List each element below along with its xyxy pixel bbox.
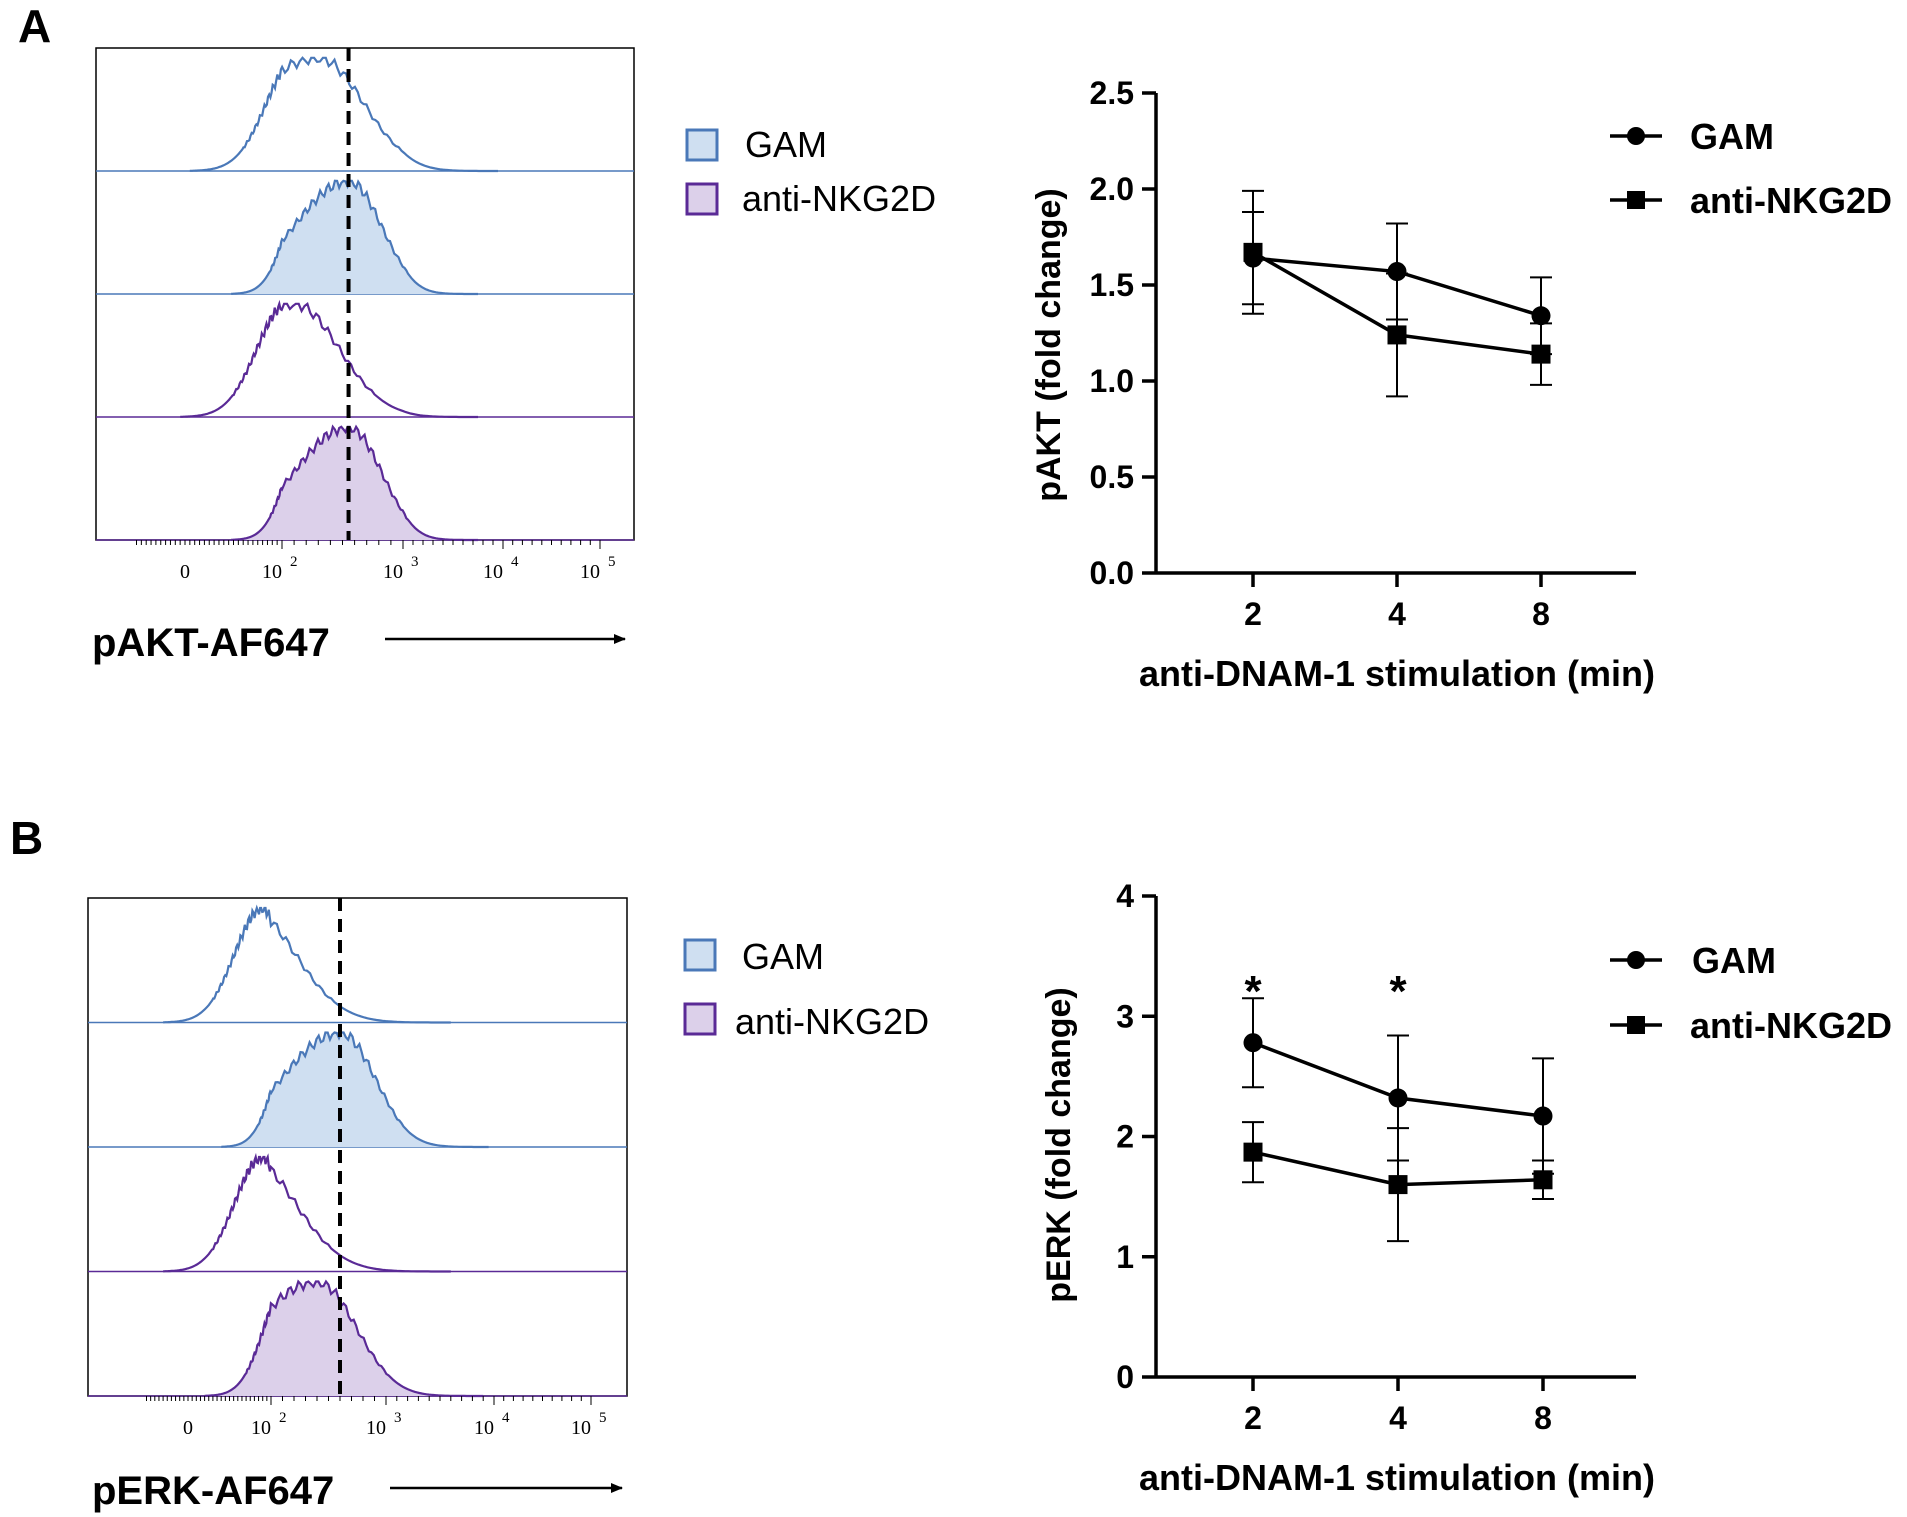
line-chart-b: 0 1 2 3 4 2 4 8 * * — [1116, 878, 1636, 1436]
histogram-a: 0 10 2 10 3 10 4 10 5 — [95, 47, 635, 583]
y-tick-label: 2.5 — [1090, 75, 1134, 111]
line-chart-a-ylabel: pAKT (fold change) — [1030, 188, 1068, 502]
histogram-tick-exponent: 5 — [608, 554, 616, 570]
y-tick-label: 1.0 — [1090, 363, 1134, 399]
histogram-tick-label: 10 — [483, 561, 503, 583]
legend-a-nkg2d-swatch — [685, 182, 719, 216]
histogram-tick-label: 10 — [366, 1417, 386, 1439]
data-point-anti-nkg2d — [1388, 1175, 1408, 1195]
legend-b-gam-label: GAM — [742, 936, 824, 977]
data-point-anti-nkg2d — [1243, 242, 1263, 262]
histogram-tick-label: 10 — [251, 1417, 271, 1439]
line-chart-a: 0.0 0.5 1.0 1.5 2.0 2.5 2 4 8 — [1090, 75, 1636, 632]
data-point-gam — [1531, 306, 1551, 326]
legend-marker-a-nkg2d — [1627, 191, 1645, 209]
y-tick-label: 0.5 — [1090, 459, 1134, 495]
legend-a-gam-swatch — [685, 128, 719, 162]
histogram-tick-exponent: 4 — [502, 1410, 510, 1426]
data-point-anti-nkg2d — [1533, 1170, 1553, 1190]
data-point-anti-nkg2d — [1243, 1142, 1263, 1162]
histogram-tick-label: 10 — [383, 561, 403, 583]
histogram-curve — [189, 56, 498, 173]
histogram-curve — [163, 1152, 451, 1273]
data-point-anti-nkg2d — [1531, 344, 1551, 364]
histogram-tick-label: 10 — [474, 1417, 494, 1439]
data-point-gam — [1388, 1088, 1408, 1108]
panel-a: A 0 10 2 10 3 10 4 10 5 pAKT-AF647 GAM anti-NKG2… — [18, 0, 1892, 694]
line-chart-b-ylabel: pERK (fold change) — [1040, 987, 1078, 1302]
y-tick-label: 2 — [1116, 1119, 1134, 1155]
y-tick-label: 3 — [1116, 998, 1134, 1034]
y-tick-label: 0.0 — [1090, 555, 1134, 591]
legend-a-nkg2d-label: anti-NKG2D — [742, 178, 936, 219]
histogram-curve — [204, 1279, 484, 1398]
line-chart-a-legend: GAM anti-NKG2D — [1610, 116, 1892, 221]
significance-asterisk: * — [1389, 967, 1407, 1016]
histogram-curve — [221, 1030, 489, 1149]
histogram-b-legend: GAM anti-NKG2D — [683, 936, 929, 1042]
x-tick-label: 4 — [1389, 1400, 1407, 1436]
y-tick-label: 1.5 — [1090, 267, 1134, 303]
x-tick-label: 8 — [1532, 596, 1550, 632]
histogram-b: 0 10 2 10 3 10 4 10 5 — [87, 897, 628, 1439]
y-tick-label: 0 — [1116, 1359, 1134, 1395]
y-tick-label: 4 — [1116, 878, 1134, 914]
histogram-a-legend: GAM anti-NKG2D — [685, 124, 936, 219]
data-point-gam — [1243, 1033, 1263, 1053]
histogram-tick-exponent: 2 — [279, 1410, 287, 1426]
legend-line-a-gam-label: GAM — [1690, 116, 1774, 157]
legend-marker-b-nkg2d — [1627, 1016, 1645, 1034]
line-chart-b-legend: GAM anti-NKG2D — [1610, 940, 1892, 1046]
histogram-area — [221, 1032, 489, 1147]
legend-marker-b-gam — [1627, 951, 1645, 969]
line-chart-b-xlabel: anti-DNAM-1 stimulation (min) — [1139, 1457, 1655, 1498]
histogram-tick-label: 10 — [571, 1417, 591, 1439]
histogram-tick-exponent: 5 — [599, 1410, 607, 1426]
data-point-anti-nkg2d — [1387, 325, 1407, 345]
histogram-curve — [180, 299, 478, 419]
x-tick-label: 2 — [1244, 596, 1262, 632]
line-chart-a-xlabel: anti-DNAM-1 stimulation (min) — [1139, 653, 1655, 694]
x-tick-label: 4 — [1388, 596, 1406, 632]
data-point-gam — [1387, 262, 1407, 282]
histogram-a-xlabel: pAKT-AF647 — [92, 621, 330, 665]
histogram-tick-label: 0 — [183, 1417, 193, 1439]
histogram-curve — [231, 424, 478, 542]
histogram-tick-exponent: 3 — [394, 1410, 402, 1426]
panel-letter-a: A — [18, 0, 51, 52]
histogram-tick-label: 0 — [180, 561, 190, 583]
histogram-tick-exponent: 3 — [411, 554, 419, 570]
histogram-area — [204, 1281, 484, 1396]
legend-b-nkg2d-swatch — [683, 1002, 717, 1036]
legend-marker-a-gam — [1627, 127, 1645, 145]
y-tick-label: 1 — [1116, 1239, 1134, 1275]
x-tick-label: 8 — [1534, 1400, 1552, 1436]
histogram-area — [231, 426, 478, 540]
x-tick-label: 2 — [1244, 1400, 1262, 1436]
legend-a-gam-label: GAM — [745, 124, 827, 165]
legend-line-b-nkg2d-label: anti-NKG2D — [1690, 1005, 1892, 1046]
panel-letter-b: B — [10, 812, 43, 864]
histogram-tick-exponent: 2 — [290, 554, 298, 570]
legend-line-a-nkg2d-label: anti-NKG2D — [1690, 180, 1892, 221]
histogram-tick-label: 10 — [262, 561, 282, 583]
histogram-tick-label: 10 — [580, 561, 600, 583]
histogram-b-xlabel: pERK-AF647 — [92, 1469, 334, 1513]
significance-asterisk: * — [1244, 967, 1262, 1016]
histogram-area — [231, 180, 478, 294]
legend-b-nkg2d-label: anti-NKG2D — [735, 1001, 929, 1042]
panel-b: B 0 10 2 10 3 10 4 10 5 pERK-AF647 GAM anti-NKG2… — [10, 812, 1892, 1513]
y-tick-label: 2.0 — [1090, 171, 1134, 207]
histogram-curve — [163, 904, 451, 1024]
histogram-tick-exponent: 4 — [511, 554, 519, 570]
legend-line-b-gam-label: GAM — [1692, 940, 1776, 981]
data-point-gam — [1533, 1106, 1553, 1126]
histogram-curve — [231, 179, 478, 296]
legend-b-gam-swatch — [683, 938, 717, 972]
